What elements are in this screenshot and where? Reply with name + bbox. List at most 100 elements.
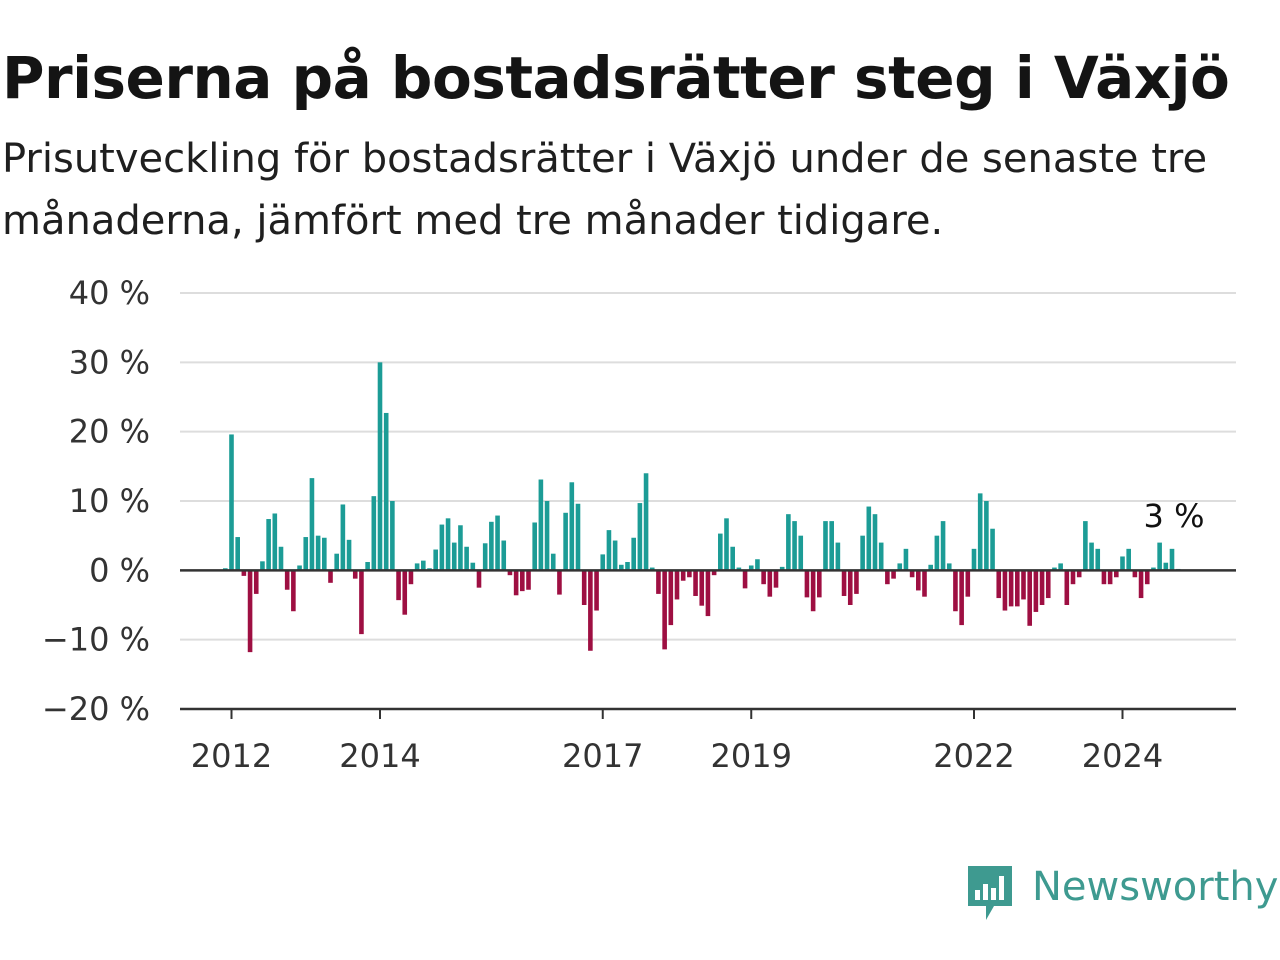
data-bar bbox=[458, 525, 463, 571]
data-bar bbox=[786, 514, 791, 571]
data-bar bbox=[421, 560, 426, 571]
data-bar bbox=[365, 562, 370, 571]
data-bar bbox=[352, 570, 358, 579]
data-bar bbox=[581, 570, 587, 605]
data-bar bbox=[1015, 570, 1020, 607]
data-bar bbox=[476, 570, 482, 588]
data-bar bbox=[680, 570, 686, 581]
data-bar bbox=[260, 561, 265, 571]
y-tick-label: 30 % bbox=[69, 343, 150, 381]
data-bar bbox=[631, 537, 636, 571]
data-bar bbox=[247, 570, 253, 653]
data-bar bbox=[779, 566, 785, 571]
data-bar bbox=[829, 521, 834, 571]
y-tick-label: 10 % bbox=[69, 482, 150, 520]
data-bar bbox=[557, 570, 562, 595]
data-bar bbox=[1002, 570, 1008, 611]
data-bar bbox=[600, 554, 606, 571]
data-bar bbox=[965, 570, 971, 597]
data-bar bbox=[668, 570, 674, 626]
data-bar bbox=[297, 565, 302, 571]
data-bar bbox=[804, 570, 810, 598]
data-bar bbox=[563, 512, 568, 571]
data-bar bbox=[742, 570, 748, 589]
data-bar bbox=[860, 535, 865, 571]
data-bar bbox=[513, 570, 519, 596]
data-bar bbox=[1045, 570, 1051, 599]
data-bar bbox=[903, 548, 909, 571]
data-bar bbox=[451, 542, 457, 571]
data-bar bbox=[971, 548, 977, 571]
data-bar bbox=[773, 570, 779, 588]
labels: 40 % 30 % 20 % 10 % 0 % −10 % −20 % 2012 2014 201… bbox=[42, 274, 1205, 775]
data-bar bbox=[495, 515, 500, 571]
data-bar bbox=[792, 521, 797, 571]
data-bar bbox=[588, 570, 593, 651]
data-bar bbox=[718, 533, 723, 571]
data-bar bbox=[730, 546, 735, 571]
brand: Newsworthy bbox=[964, 862, 1278, 926]
data-bar bbox=[755, 559, 760, 571]
data-bar bbox=[303, 537, 309, 571]
data-bar bbox=[235, 537, 240, 571]
data-bar bbox=[1107, 570, 1113, 585]
data-bar bbox=[1089, 542, 1094, 571]
data-bar bbox=[711, 570, 717, 576]
data-bar bbox=[309, 478, 315, 571]
data-bar bbox=[383, 412, 389, 571]
chart-subtitle: Prisutveckling för bostadsrätter i Växjö… bbox=[2, 136, 1208, 244]
data-bar bbox=[253, 570, 259, 594]
data-bar bbox=[266, 519, 271, 571]
data-bar bbox=[612, 540, 618, 571]
data-bar bbox=[909, 570, 915, 578]
gridlines bbox=[180, 292, 1236, 641]
data-bar bbox=[847, 570, 853, 605]
data-bar bbox=[520, 570, 525, 592]
data-bar bbox=[1169, 548, 1175, 571]
data-bar bbox=[445, 518, 451, 571]
x-tick-label: 2022 bbox=[933, 737, 1014, 775]
data-bar bbox=[1033, 570, 1039, 612]
data-bar bbox=[470, 562, 476, 571]
data-bar bbox=[687, 570, 692, 578]
data-bar bbox=[340, 504, 346, 571]
data-bar bbox=[1101, 570, 1107, 585]
data-bar bbox=[532, 522, 537, 571]
data-bar bbox=[1132, 570, 1138, 578]
data-bar bbox=[649, 567, 655, 571]
data-bar bbox=[482, 543, 488, 571]
data-bar bbox=[854, 570, 859, 594]
data-bar bbox=[810, 570, 816, 612]
data-bar bbox=[272, 513, 278, 571]
y-tick-label: −20 % bbox=[42, 690, 150, 728]
chart-title: Priserna på bostadsrätter steg i Växjö bbox=[2, 44, 1230, 112]
data-bar bbox=[699, 570, 705, 606]
last-value-label: 3 % bbox=[1144, 497, 1205, 535]
data-bar bbox=[928, 564, 933, 571]
data-bar bbox=[377, 362, 383, 571]
data-bar bbox=[990, 528, 995, 571]
data-bar bbox=[953, 570, 958, 612]
data-bar bbox=[1120, 556, 1125, 571]
data-bar bbox=[817, 570, 822, 598]
data-bar bbox=[693, 570, 698, 596]
data-bar bbox=[619, 564, 624, 571]
data-bar bbox=[1144, 570, 1150, 585]
data-bar bbox=[1126, 548, 1131, 571]
data-bar bbox=[1138, 570, 1144, 599]
data-bar bbox=[284, 570, 290, 590]
data-bar bbox=[897, 563, 903, 571]
data-bar bbox=[823, 521, 828, 571]
data-bar bbox=[662, 570, 667, 650]
data-bar bbox=[767, 570, 773, 597]
data-bar bbox=[959, 570, 964, 626]
newsworthy-logo-icon bbox=[968, 866, 1012, 920]
data-bar bbox=[1039, 570, 1045, 605]
data-bar bbox=[278, 546, 284, 571]
data-bar bbox=[439, 524, 445, 571]
data-bar bbox=[1027, 570, 1032, 626]
data-bar bbox=[594, 570, 599, 611]
data-bar bbox=[1151, 567, 1156, 571]
data-bar bbox=[538, 479, 544, 571]
